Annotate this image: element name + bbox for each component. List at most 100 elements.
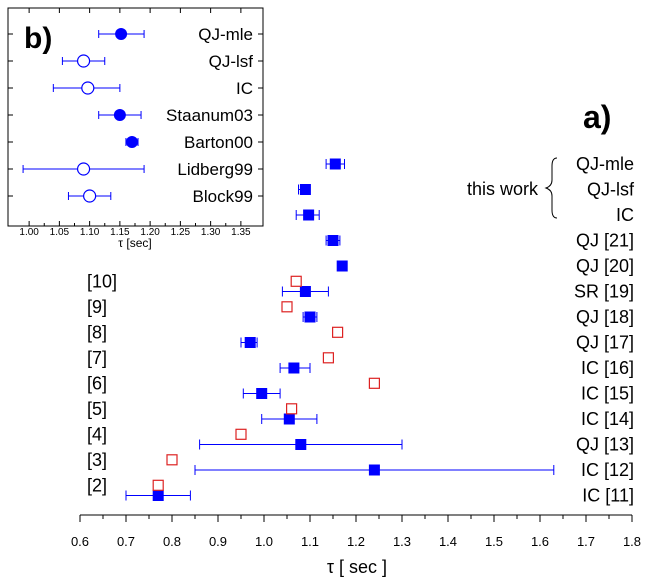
data-point [295,439,307,450]
data-point [336,260,348,272]
data-point [303,209,315,221]
data-point [286,403,298,415]
x-tick-label: 0.6 [71,534,89,549]
row-label: SR [19] [574,282,634,302]
this-work-brace [544,157,558,219]
x-tick-label: 1.25 [171,227,191,238]
data-point [125,136,138,148]
data-point [290,275,302,287]
category-label: IC [236,79,253,98]
x-tick-label: 1.30 [201,227,221,238]
row-label: [6] [87,373,107,393]
row-label: QJ [20] [576,256,634,276]
row-label: [2] [87,475,107,495]
x-tick-label: 1.4 [439,534,457,549]
x-tick-label: 1.6 [531,534,549,549]
data-point [166,454,178,466]
row-label: [9] [87,297,107,317]
panel-a-marks [125,158,555,501]
row-label: IC [12] [581,460,634,480]
data-point [113,109,126,121]
row-label: QJ [13] [576,435,634,455]
data-point [283,413,295,425]
panel-b-label: b) [24,22,52,55]
row-label: QJ-mle [576,154,634,174]
data-point [329,158,341,170]
data-point [299,184,311,195]
x-tick-label: 1.00 [19,227,39,238]
data-point [332,326,344,338]
panel-b-x-ticks: 1.00 1.05 1.10 1.15 1.20 1.25 1.30 1.35 [19,8,251,238]
data-point [76,162,91,176]
x-tick-label: 1.5 [485,534,503,549]
x-tick-label: 1.10 [80,227,100,238]
data-point [83,189,97,203]
row-label: IC [15] [581,384,634,404]
x-tick-label: 0.8 [163,534,181,549]
data-point [327,235,339,246]
x-tick-label: 0.9 [209,534,227,549]
row-label: QJ [17] [576,333,634,353]
row-label: IC [11] [582,486,634,506]
x-tick-label: 1.3 [393,534,411,549]
data-point [368,464,380,476]
data-point [115,28,128,40]
row-label: QJ [18] [576,307,634,327]
row-label: [4] [87,424,107,444]
x-tick-label: 1.8 [623,534,641,549]
data-point [368,377,380,389]
data-point [76,54,91,68]
category-label: Barton00 [184,133,253,152]
x-tick-label: 1.35 [231,227,251,238]
category-label: QJ-lsf [209,52,254,71]
category-label: Block99 [193,187,253,206]
x-tick-label: 0.7 [117,534,135,549]
data-point [152,490,164,501]
data-point [256,388,268,399]
data-point [281,301,293,313]
row-label: IC [14] [581,409,634,429]
panel-b-marks [22,28,145,203]
data-point [299,286,311,297]
x-tick-label: 1.0 [255,534,273,549]
data-point [304,311,316,323]
panel-b-category-labels: QJ-mle QJ-lsf IC Staanum03 Barton00 Lidberg99… [166,25,253,206]
x-tick-label: 1.05 [50,227,70,238]
panel-b-x-axis-title: τ [sec] [118,236,151,250]
panel-b-inset: 1.00 1.05 1.10 1.15 1.20 1.25 1.30 1.35 QJ-mleQ… [7,7,264,250]
row-label: [8] [87,322,107,342]
row-label: [10] [87,271,117,291]
row-label: QJ [21] [576,231,634,251]
panel-a-label: a) [583,99,611,135]
panel-a-x-ticks: 0.6 0.7 0.8 0.9 1.0 1.1 1.2 1.3 1.4 1.5 1.6 1.7 1.8 [71,515,641,549]
panel-a-x-axis-title: τ [ sec ] [327,557,387,577]
row-label: [5] [87,399,107,419]
category-label: Staanum03 [166,106,253,125]
row-label: [3] [87,450,107,470]
row-label: QJ-lsf [587,180,635,200]
data-point [244,337,256,348]
panel-b-frame [7,7,264,227]
panel-b-y-ticks [8,33,263,197]
panel-a-row-labels-left: [10] [9] [8] [7] [6] [5] [4] [3] [2] [87,271,117,495]
category-label: Lidberg99 [177,160,253,179]
x-tick-label: 1.7 [577,534,595,549]
data-point [152,479,164,491]
category-label: QJ-mle [198,25,253,44]
panel-a: 0.6 0.7 0.8 0.9 1.0 1.1 1.2 1.3 1.4 1.5 1.6 1.7 1.8 … [71,99,641,577]
row-label: [7] [87,348,107,368]
data-point [235,428,247,440]
data-point [288,362,300,374]
x-tick-label: 1.15 [110,227,130,238]
row-label: IC [16] [581,358,634,378]
x-tick-label: 1.20 [140,227,160,238]
data-point [81,81,95,95]
x-tick-label: 1.2 [347,534,365,549]
row-label: IC [616,205,634,225]
data-point [322,352,334,364]
x-tick-label: 1.1 [301,534,319,549]
this-work-label: this work [467,179,539,199]
panel-a-row-labels-right: QJ-mle QJ-lsf IC QJ [21] QJ [20] SR [19] QJ [1… [574,154,635,506]
